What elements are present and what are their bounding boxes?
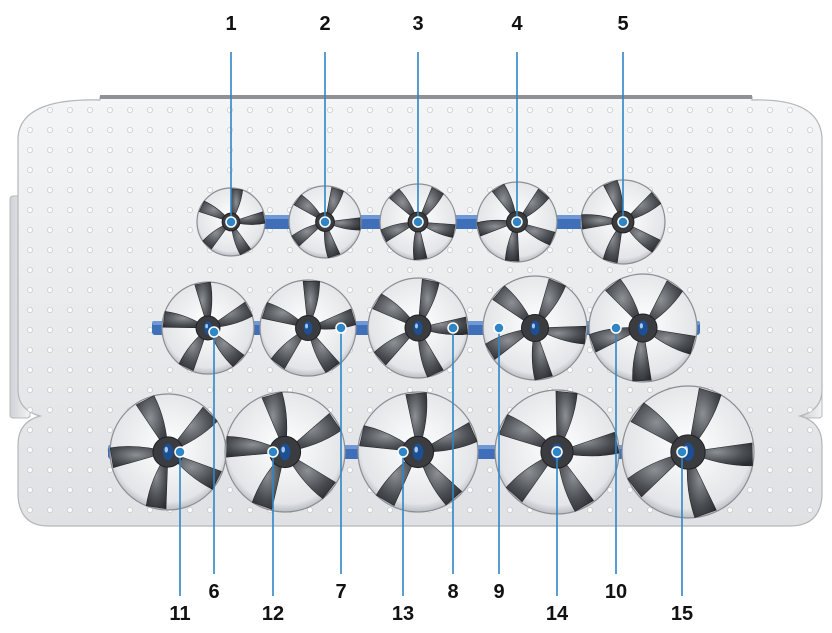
cutter-8	[367, 277, 469, 379]
callout-dot-6	[208, 326, 220, 338]
callout-lines	[174, 52, 688, 596]
callout-label-8: 8	[447, 581, 458, 603]
callout-label-10: 10	[605, 581, 627, 603]
callout-label-1: 1	[225, 13, 236, 35]
callout-label-12: 12	[262, 603, 284, 625]
cutter-15	[621, 385, 755, 519]
cutter-11	[109, 393, 227, 511]
callout-dot-10	[610, 322, 622, 334]
callout-dot-4	[511, 216, 523, 228]
cutter-12	[224, 391, 346, 513]
callout-dot-7	[335, 322, 347, 334]
callout-label-15: 15	[671, 603, 693, 625]
cutter-7	[259, 279, 357, 377]
callout-label-5: 5	[617, 13, 628, 35]
callout-dot-15	[676, 446, 688, 458]
callout-label-4: 4	[511, 13, 523, 35]
callout-dot-3	[412, 216, 424, 228]
callout-label-13: 13	[392, 603, 414, 625]
cutter-9	[482, 275, 588, 381]
callout-dot-1	[225, 216, 237, 228]
callout-label-2: 2	[319, 13, 330, 35]
callout-label-9: 9	[493, 581, 504, 603]
callout-dot-2	[319, 216, 331, 228]
callout-dot-9	[493, 322, 505, 334]
callout-label-6: 6	[208, 581, 219, 603]
callout-label-3: 3	[412, 13, 423, 35]
callout-dot-12	[267, 446, 279, 458]
callout-dot-8	[447, 322, 459, 334]
callout-label-11: 11	[169, 603, 190, 625]
callout-dot-14	[551, 446, 563, 458]
cutter-13	[357, 391, 479, 513]
tray-top-rim	[100, 95, 752, 99]
callout-dot-11	[174, 446, 186, 458]
cutter-group	[109, 179, 755, 519]
callout-label-14: 14	[546, 603, 569, 625]
callout-label-7: 7	[335, 581, 346, 603]
cutter-6	[161, 281, 255, 375]
cutter-10	[588, 273, 698, 383]
callout-dot-13	[397, 446, 409, 458]
callout-dot-5	[617, 216, 629, 228]
